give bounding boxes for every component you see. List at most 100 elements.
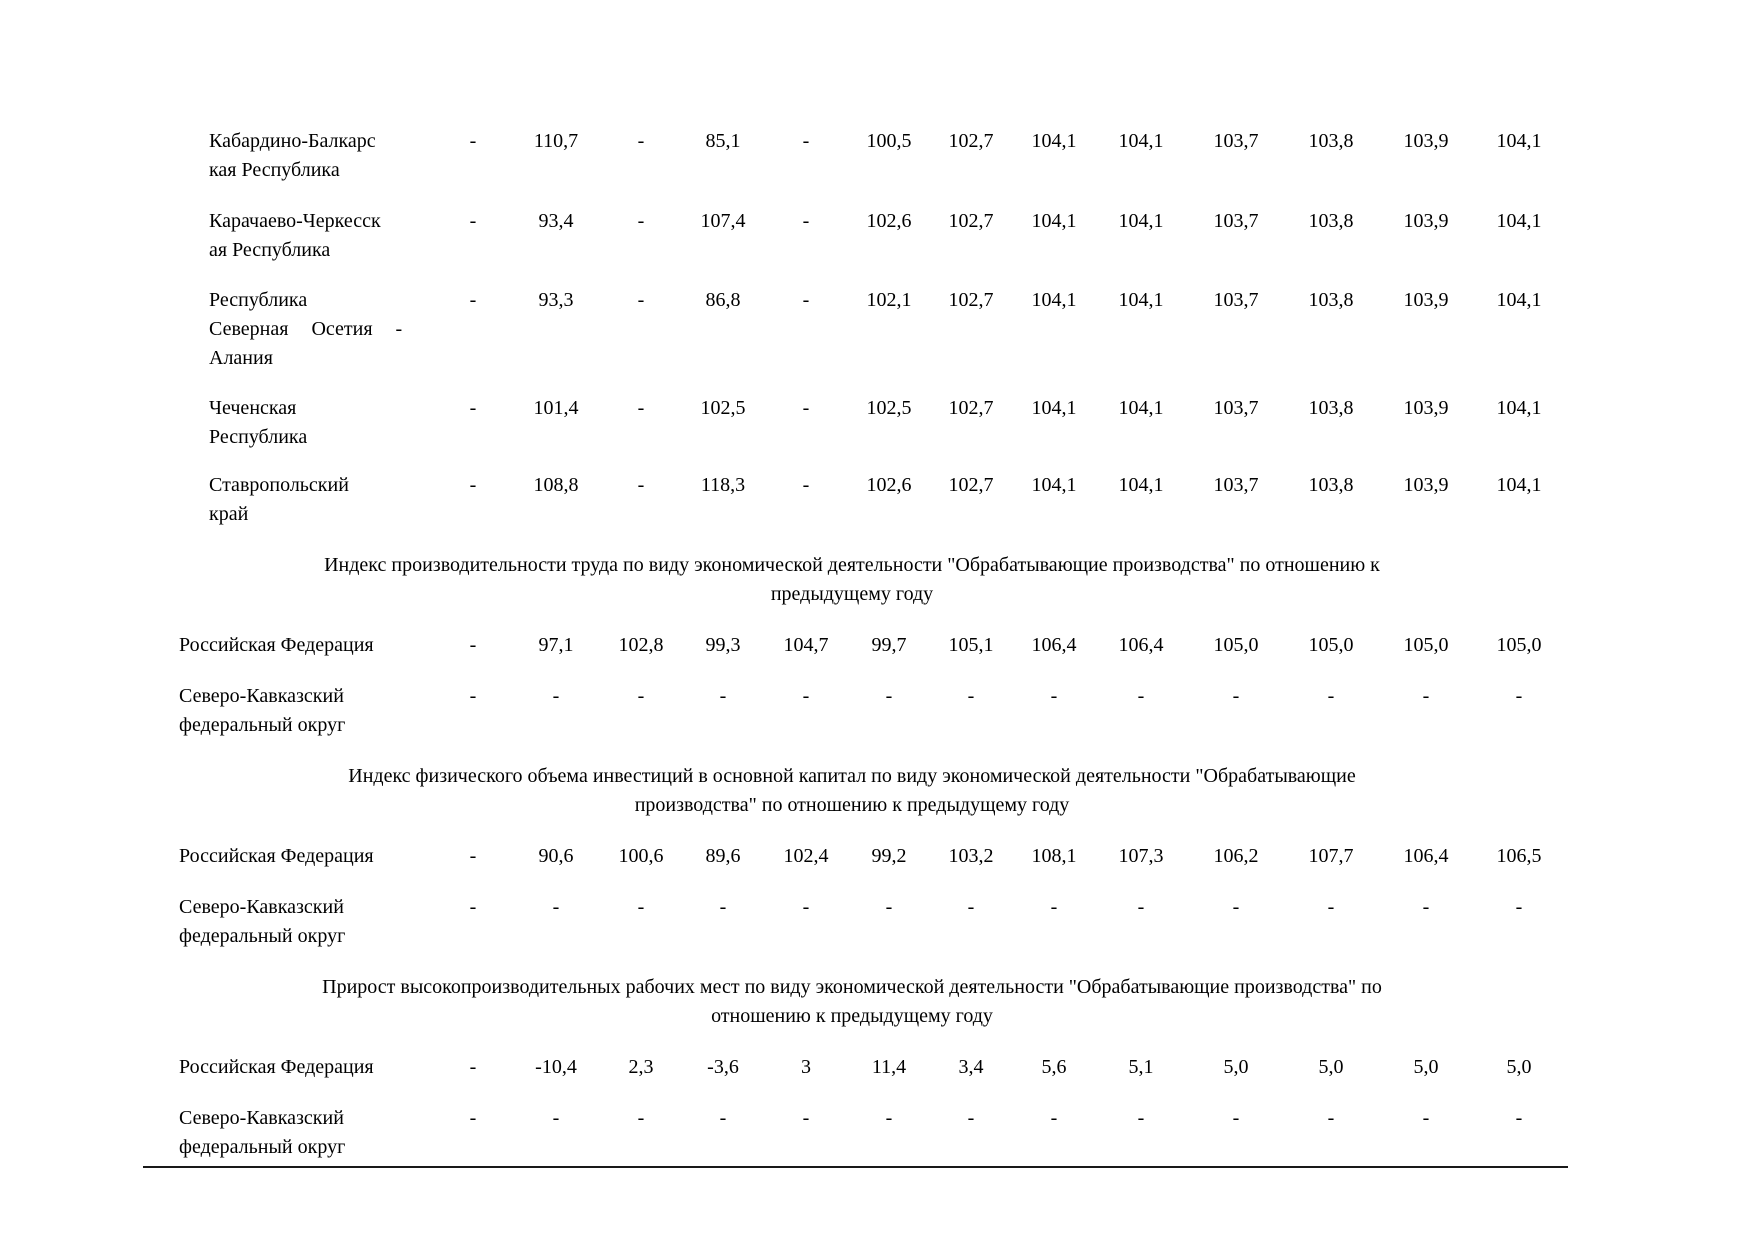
table-bottom-border <box>143 1166 1568 1168</box>
cell-value: -3,6 <box>707 1056 739 1078</box>
cell-value: 5,0 <box>1223 1056 1249 1078</box>
cell-dash: - <box>1327 685 1335 707</box>
cell-dash: - <box>967 1107 975 1129</box>
cell-value: 5,0 <box>1506 1056 1532 1078</box>
cell-value: 102,5 <box>700 397 746 419</box>
section-title-line: Индекс физического объема инвестиций в о… <box>348 765 1356 787</box>
cell-value: 103,7 <box>1213 397 1259 419</box>
cell-value: 107,3 <box>1118 845 1164 867</box>
cell-dash: - <box>1515 685 1523 707</box>
cell-value: 93,4 <box>538 210 574 232</box>
cell-value: 108,1 <box>1031 845 1077 867</box>
cell-value: 107,4 <box>700 210 746 232</box>
cell-dash: - <box>469 845 477 867</box>
cell-value: 104,1 <box>1031 397 1077 419</box>
cell-value: 105,0 <box>1308 634 1354 656</box>
cell-value: 3,4 <box>958 1056 984 1078</box>
section-title-line: отношению к предыдущему году <box>711 1005 993 1027</box>
cell-dash: - <box>637 397 645 419</box>
row-label-line: Республика <box>209 289 308 311</box>
cell-value: 104,1 <box>1118 289 1164 311</box>
cell-dash: - <box>967 896 975 918</box>
cell-dash: - <box>1137 1107 1145 1129</box>
cell-value: 5,0 <box>1413 1056 1439 1078</box>
cell-dash: - <box>637 685 645 707</box>
cell-value: 99,7 <box>871 634 907 656</box>
row-label-line: ая Республика <box>209 239 331 261</box>
row-label-line: Кабардино-Балкарс <box>209 130 376 152</box>
cell-dash: - <box>469 634 477 656</box>
cell-value: 104,1 <box>1496 474 1542 496</box>
cell-value: 105,0 <box>1496 634 1542 656</box>
cell-dash: - <box>802 474 810 496</box>
cell-dash: - <box>1327 896 1335 918</box>
cell-value: 104,1 <box>1496 397 1542 419</box>
cell-dash: - <box>1137 685 1145 707</box>
cell-value: 99,3 <box>705 634 741 656</box>
cell-dash: - <box>469 397 477 419</box>
cell-dash: - <box>637 896 645 918</box>
cell-value: 102,4 <box>783 845 829 867</box>
row-label-line: Российская Федерация <box>179 1056 374 1078</box>
cell-dash: - <box>719 685 727 707</box>
row-label-line: Северо-Кавказский <box>179 1107 344 1129</box>
cell-value: 103,7 <box>1213 130 1259 152</box>
row-label-line: Карачаево-Черкесск <box>209 210 381 232</box>
cell-value: 103,8 <box>1308 397 1354 419</box>
cell-value: 104,1 <box>1496 210 1542 232</box>
cell-value: -10,4 <box>535 1056 577 1078</box>
section-title-line: предыдущему году <box>770 583 934 605</box>
cell-value: 11,4 <box>871 1056 907 1078</box>
cell-value: 104,1 <box>1118 130 1164 152</box>
cell-value: 104,1 <box>1496 130 1542 152</box>
row-label-line: федеральный округ <box>179 714 346 736</box>
cell-dash: - <box>469 474 477 496</box>
row-label-line: Республика <box>209 426 308 448</box>
section-title-line: Прирост высокопроизводительных рабочих м… <box>322 976 1382 998</box>
row-label-line: Чеченская <box>209 397 297 419</box>
cell-dash: - <box>637 210 645 232</box>
cell-value: 102,7 <box>948 474 994 496</box>
cell-value: 103,8 <box>1308 474 1354 496</box>
cell-dash: - <box>1050 685 1058 707</box>
cell-value: 102,6 <box>866 210 912 232</box>
row-label-line: край <box>209 503 249 525</box>
cell-value: 106,2 <box>1213 845 1259 867</box>
row-label-line: Российская Федерация <box>179 634 374 656</box>
cell-dash: - <box>967 685 975 707</box>
cell-dash: - <box>802 210 810 232</box>
cell-value: 107,7 <box>1308 845 1354 867</box>
row-label-line: Алания <box>209 347 273 369</box>
cell-value: 101,4 <box>533 397 579 419</box>
cell-dash: - <box>1327 1107 1335 1129</box>
cell-value: 103,2 <box>948 845 994 867</box>
cell-value: 104,1 <box>1118 397 1164 419</box>
cell-value: 93,3 <box>538 289 574 311</box>
cell-dash: - <box>1232 1107 1240 1129</box>
cell-dash: - <box>1232 685 1240 707</box>
cell-dash: - <box>552 896 560 918</box>
cell-dash: - <box>1515 1107 1523 1129</box>
cell-value: 5,1 <box>1128 1056 1154 1078</box>
cell-value: 104,1 <box>1118 210 1164 232</box>
cell-value: 103,7 <box>1213 210 1259 232</box>
cell-value: 118,3 <box>700 474 746 496</box>
cell-value: 99,2 <box>871 845 907 867</box>
cell-value: 104,1 <box>1031 130 1077 152</box>
cell-value: 105,1 <box>948 634 994 656</box>
cell-value: 106,4 <box>1118 634 1164 656</box>
cell-value: 5,0 <box>1318 1056 1344 1078</box>
cell-dash: - <box>802 685 810 707</box>
cell-value: 105,0 <box>1403 634 1449 656</box>
cell-value: 106,5 <box>1496 845 1542 867</box>
cell-dash: - <box>802 1107 810 1129</box>
cell-value: 100,6 <box>618 845 664 867</box>
cell-value: 90,6 <box>538 845 574 867</box>
cell-value: 103,8 <box>1308 289 1354 311</box>
cell-dash: - <box>1137 896 1145 918</box>
cell-dash: - <box>802 130 810 152</box>
cell-value: 2,3 <box>628 1056 654 1078</box>
cell-dash: - <box>802 896 810 918</box>
cell-value: 104,1 <box>1496 289 1542 311</box>
